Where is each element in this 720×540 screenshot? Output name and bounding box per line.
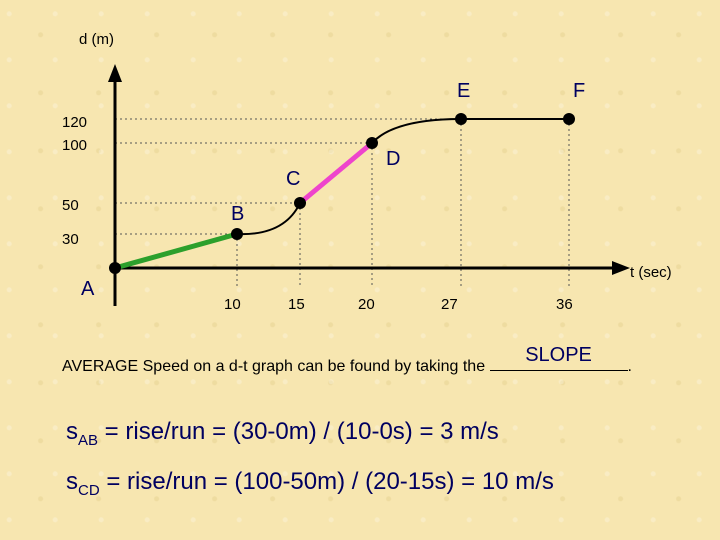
equation-cd: sCD = rise/run = (100-50m) / (20-15s) = … <box>66 468 554 499</box>
y-tick-label-50: 50 <box>62 197 79 214</box>
point-label-d: D <box>386 148 400 170</box>
point-b <box>231 228 243 240</box>
point-label-a: A <box>81 278 95 300</box>
speed-symbol: s <box>66 468 78 495</box>
point-a <box>109 262 121 274</box>
equation-ab: sAB = rise/run = (30-0m) / (10-0s) = 3 m… <box>66 418 499 449</box>
point-label-c: C <box>286 168 300 190</box>
segment-ab <box>114 231 238 271</box>
segment-de <box>371 118 462 144</box>
segment-subscript: AB <box>78 431 99 449</box>
y-tick-label-120: 120 <box>62 114 87 131</box>
y-tick-label-30: 30 <box>62 231 79 248</box>
x-axis-label: t (sec) <box>630 264 672 281</box>
x-tick-label-36: 36 <box>556 296 573 313</box>
segment-bc <box>236 202 301 236</box>
speed-symbol: s <box>66 418 78 445</box>
answer-blank: SLOPE <box>489 344 628 371</box>
equation-body: = rise/run = (100-50m) / (20-15s) = 10 m… <box>99 468 554 495</box>
point-label-b: B <box>231 203 244 225</box>
answer-slope: SLOPE <box>525 344 592 366</box>
caption-text: AVERAGE Speed on a d-t graph can be foun… <box>62 358 486 375</box>
x-tick-label-20: 20 <box>358 296 375 313</box>
x-tick-label-27: 27 <box>441 296 458 313</box>
segment-cd <box>298 141 374 205</box>
y-tick-label-100: 100 <box>62 137 87 154</box>
distance-time-chart: d (m) t (sec) 30 50 100 120 10 15 20 27 36 A B C D E F <box>62 31 672 313</box>
point-d <box>366 137 378 149</box>
y-axis-label: d (m) <box>79 31 114 48</box>
point-e <box>455 113 467 125</box>
point-label-f: F <box>573 80 585 102</box>
point-c <box>294 197 306 209</box>
segment-subscript: CD <box>78 481 100 499</box>
point-label-e: E <box>457 80 470 102</box>
caption-end: . <box>627 358 632 375</box>
x-tick-label-10: 10 <box>224 296 241 313</box>
x-tick-label-15: 15 <box>288 296 305 313</box>
y-axis-arrow <box>108 64 122 82</box>
equation-body: = rise/run = (30-0m) / (10-0s) = 3 m/s <box>98 418 499 445</box>
x-axis-arrow <box>612 261 630 275</box>
point-f <box>563 113 575 125</box>
caption: AVERAGE Speed on a d-t graph can be foun… <box>62 344 632 376</box>
